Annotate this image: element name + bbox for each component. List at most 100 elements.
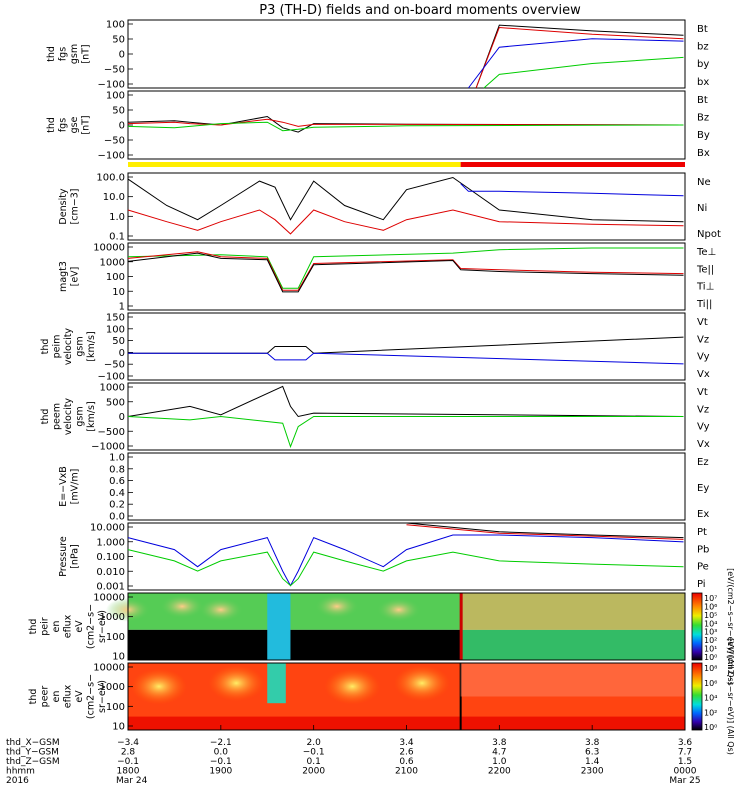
xaxis-row-value: 1.0 <box>492 757 507 767</box>
panel-peim-velocity-ytick-label: −50 <box>104 360 125 371</box>
panel-pressure-legend-entry: Pt <box>697 527 707 538</box>
panel-fgs-gse-ylabel: fgs <box>58 118 69 132</box>
panel-fgs-gsm-ytick-label: 50 <box>112 35 125 46</box>
panel-density-legend-entry: Ni <box>697 203 707 214</box>
xaxis-row-value: −0.1 <box>210 757 232 767</box>
panel-fgs-gse-legend-entry: Bt <box>697 95 708 106</box>
panel-temperature-series-Te|| <box>127 252 684 293</box>
panel-fgs-gsm-legend-entry: Bt <box>697 24 708 35</box>
panel-peer-en-eflux-ylabel: eV <box>74 690 85 703</box>
panel-peir-en-eflux-ylabel: thd <box>28 619 39 635</box>
panel-peem-velocity-ytick-label: 500 <box>106 397 125 408</box>
panel-peir-en-eflux-ylabel: eflux <box>63 614 74 638</box>
xaxis-row-value: 3.4 <box>399 738 414 748</box>
panel-peer-en-eflux-colorbar <box>691 662 703 731</box>
panel-temperature-legend-entry: Ti|| <box>696 299 712 310</box>
panel-peim-velocity-ytick-label: 50 <box>112 336 125 347</box>
panel-fgs-gsm-series-Bt <box>475 24 684 89</box>
panel-peem-velocity-series-Vy <box>127 415 684 449</box>
panel-temperature-legend-entry: Ti⊥ <box>696 282 714 293</box>
panel-peem-velocity-legend-entry: Vz <box>697 404 709 415</box>
panel-density <box>127 172 686 241</box>
panel-temperature-series-Ti⊥ <box>127 247 684 289</box>
panel-peir-en-eflux <box>106 592 703 661</box>
panel-peer-en-eflux-ylabel: (cm2−s− <box>86 674 97 719</box>
panel-peir-en-eflux-ylabel: sr−eV) <box>97 610 108 643</box>
panel-fgs-gse-series-Bt <box>127 115 684 133</box>
panel-fgs-gsm-series-bz <box>475 26 684 89</box>
panel-peir-en-eflux-colorbar-tick: 10¹ <box>704 645 717 654</box>
panel-peir-en-eflux-ylabel: peir <box>40 617 51 636</box>
panel-fgs-gse-ylabel: [nT] <box>81 115 92 134</box>
panel-peir-en-eflux-ytick-label: 100 <box>106 632 125 643</box>
panel-fgs-gse-ytick-label: −100 <box>98 151 125 162</box>
panel-peim-velocity-ylabel: [km/s] <box>86 331 97 361</box>
panel-density-legend-entry: Ne <box>697 177 711 188</box>
panel-peim-velocity-ylabel: gsm <box>75 336 86 356</box>
panel-temperature-ytick-label: 1 <box>119 302 125 313</box>
panel-efield-ytick-label: 0.4 <box>109 488 125 499</box>
region-bar-red <box>460 162 685 167</box>
panel-pressure <box>127 522 686 591</box>
panel-fgs-gsm <box>127 19 686 89</box>
xaxis-row-value: −0.1 <box>117 757 139 767</box>
panel-density-ytick-label: 1.0 <box>109 212 125 223</box>
panel-peir-en-eflux-colorbar-tick: 10⁷ <box>704 594 717 603</box>
panel-peem-velocity <box>127 382 686 451</box>
xaxis-day-end: Mar 25 <box>669 776 700 786</box>
panel-peim-velocity-frame <box>127 312 686 381</box>
panel-peem-velocity-series-Vt <box>127 385 684 418</box>
panel-peer-en-eflux-hot-region-3 <box>393 665 450 702</box>
panel-peem-velocity-legend-entry: Vt <box>697 387 708 398</box>
xaxis-row-value: 3.8 <box>585 738 600 748</box>
panel-density-series-Ni <box>127 176 684 223</box>
panel-density-series-Ne <box>127 209 684 235</box>
xaxis-row-value: 4.7 <box>492 748 506 758</box>
panel-peer-en-eflux-hot-region-1 <box>208 665 265 702</box>
panel-peir-en-eflux-hot-region-3 <box>314 594 359 619</box>
panel-fgs-gse-series-By <box>127 121 684 132</box>
panel-peem-velocity-ylabel: peem <box>52 403 63 430</box>
panel-peir-en-eflux-colorbar-tick: 10⁵ <box>704 611 717 620</box>
panel-efield-ylabel: [mV/m] <box>70 469 81 505</box>
panel-fgs-gse-ytick-label: 100 <box>106 91 125 102</box>
panel-peir-en-eflux-ylabel: en <box>51 621 62 633</box>
panel-peir-en-eflux-hot-region-4 <box>376 597 421 622</box>
panel-temperature-ytick-label: 1000 <box>100 257 125 268</box>
panel-pressure-series-Pe <box>127 549 684 587</box>
panel-peem-velocity-ylabel: velocity <box>63 398 74 436</box>
panel-pressure-ytick-label: 0.100 <box>96 552 125 563</box>
panel-pressure-series-Pt <box>406 522 684 539</box>
panel-peim-velocity-ylabel: velocity <box>63 328 74 366</box>
panel-efield-legend-entry: Ey <box>697 483 709 494</box>
panel-peim-velocity-legend-entry: Vy <box>697 352 710 363</box>
panel-density-legend-entry: Npot <box>697 229 721 240</box>
panel-temperature-ylabel: [eV] <box>70 267 81 287</box>
panel-peim-velocity-series-Vt <box>128 336 684 354</box>
panel-peem-velocity-ytick-label: −1000 <box>91 442 125 453</box>
xaxis-row-value: 3.6 <box>678 738 693 748</box>
panel-peir-en-eflux-ylabel: (cm2−s− <box>86 604 97 649</box>
panel-temperature-ytick-label: 10 <box>112 287 125 298</box>
panel-fgs-gse-ytick-label: 0 <box>119 121 125 132</box>
xaxis-row-value: −0.1 <box>303 748 325 758</box>
panel-peer-en-eflux-colorbar-tick: 10⁶ <box>704 679 717 688</box>
panel-peer-en-eflux-ylabel: en <box>51 691 62 703</box>
panel-peir-en-eflux-ytick-label: 10000 <box>93 593 125 604</box>
chart-title: P3 (TH-D) fields and on-board moments ov… <box>259 3 581 18</box>
panel-peer-en-eflux-right-region <box>460 663 685 697</box>
panel-pressure-legend-entry: Pe <box>697 562 709 573</box>
panel-fgs-gse-legend-entry: Bz <box>697 113 709 124</box>
panel-fgs-gsm-ytick-label: −100 <box>98 80 125 91</box>
panel-pressure-ylabel: [nPa] <box>70 544 81 569</box>
panel-peem-velocity-legend-entry: Vy <box>697 422 710 433</box>
panel-pressure-series-Pi <box>127 534 684 587</box>
panel-peer-en-eflux-hot-region-2 <box>324 668 381 705</box>
panel-efield-ytick-label: 0.0 <box>109 512 125 523</box>
panel-peim-velocity-legend-entry: Vz <box>697 334 709 345</box>
panel-peem-velocity-ylabel: [km/s] <box>86 401 97 431</box>
panel-peir-en-eflux-ylabel: eV <box>74 620 85 633</box>
panel-temperature-legend-entry: Te|| <box>696 264 714 275</box>
xaxis-year: 2016 <box>6 776 29 786</box>
